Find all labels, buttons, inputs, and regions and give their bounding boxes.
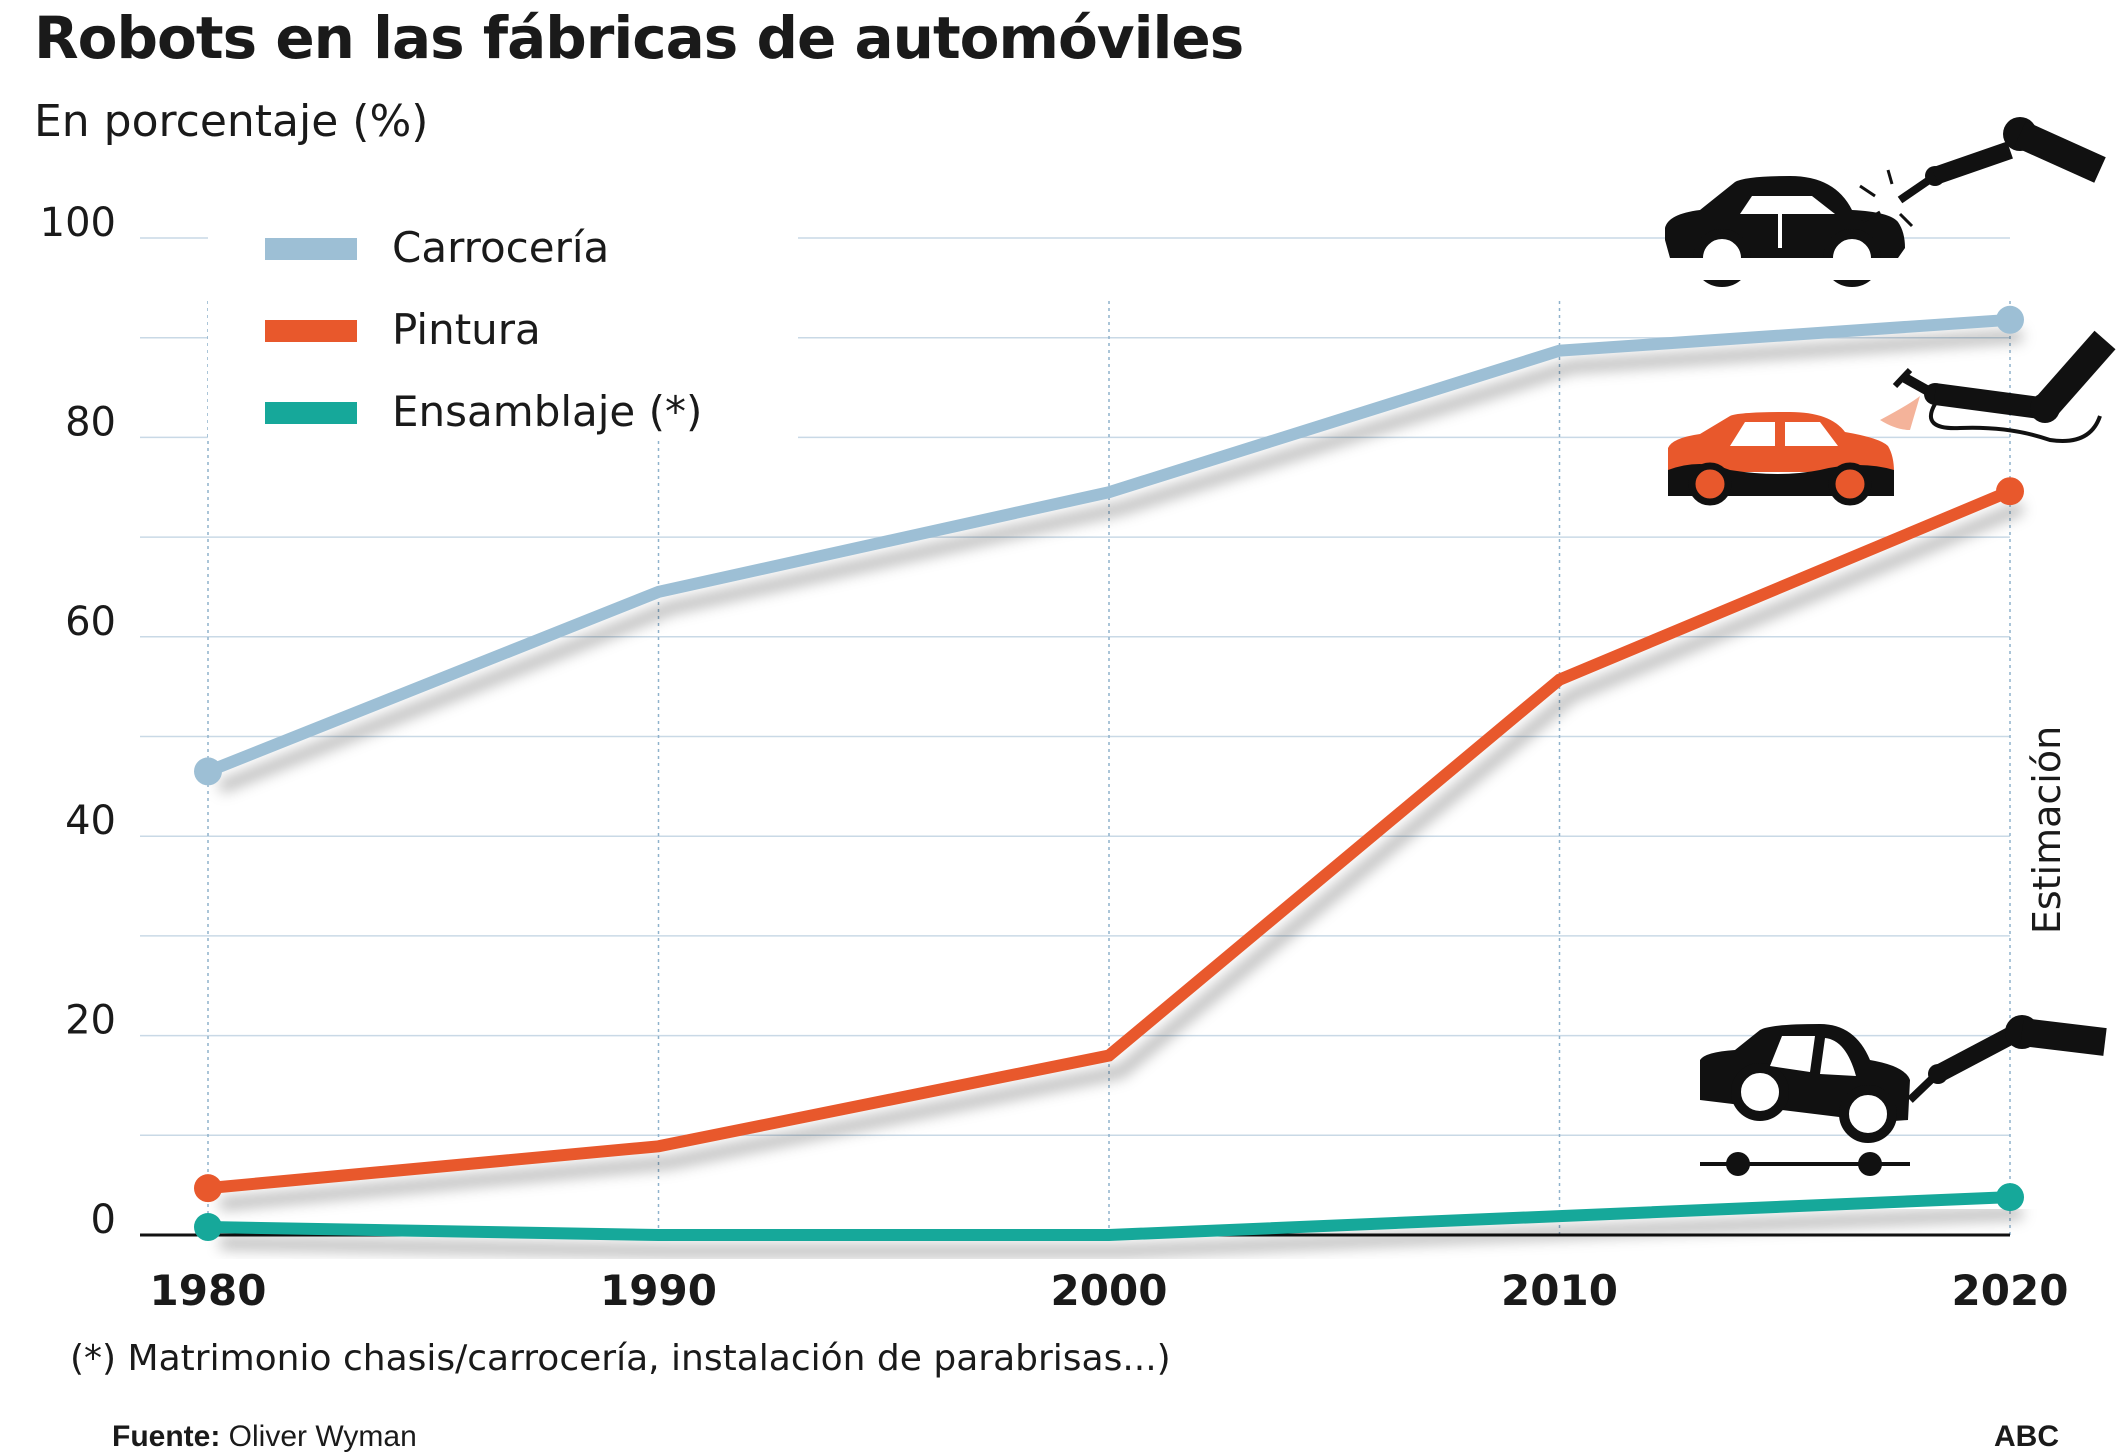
series-line-2 (207, 1191, 2011, 1241)
x-tick-label-1990: 1990 (600, 1266, 717, 1315)
y-tick-label-80: 80 (65, 399, 116, 445)
y-tick-label-100: 100 (40, 200, 116, 246)
series-1-endpoint-1980 (194, 1174, 222, 1203)
source-value: Oliver Wyman (228, 1420, 417, 1453)
series-2-endpoint-1980 (194, 1213, 222, 1242)
y-tick-label-20: 20 (65, 998, 116, 1044)
y-tick-label-60: 60 (65, 599, 116, 645)
legend-label-1: Pintura (392, 305, 541, 354)
y-tick-label-40: 40 (65, 798, 116, 844)
legend-swatch-1 (265, 320, 357, 342)
series-1-endpoint-2020 (1996, 477, 2024, 506)
legend-label-2: Ensamblaje (*) (392, 387, 702, 436)
x-tick-label-1980: 1980 (150, 1266, 267, 1315)
legend-swatch-0 (265, 238, 357, 260)
car-assembly-robot-icon (1700, 1015, 2107, 1176)
series-shadow-0 (217, 329, 2023, 793)
source-label: Fuente: (112, 1420, 221, 1453)
legend-swatch-2 (265, 402, 357, 424)
x-tick-label-2000: 2000 (1051, 1266, 1168, 1315)
series-shadow-1 (219, 501, 2025, 1211)
chart-subtitle: En porcentaje (%) (34, 96, 429, 147)
x-tick-label-2010: 2010 (1501, 1266, 1618, 1315)
series-line-0 (205, 313, 2011, 777)
series-shadow-2 (219, 1207, 2023, 1257)
y-tick-label-0: 0 (91, 1197, 116, 1243)
tick-labels: 0 20 40 60 80 100 1980 1990 2000 2010 2020 (40, 200, 2069, 1315)
x-tick-label-2020: 2020 (1952, 1266, 2069, 1315)
chart-title: Robots en las fábricas de automóviles (34, 4, 1244, 72)
brand-logo-text: ABC (1994, 1420, 2059, 1453)
car-painting-robot-icon (1668, 330, 2116, 506)
series-shadows (217, 329, 2025, 1257)
series-2-endpoint-2020 (1996, 1183, 2024, 1212)
estimate-label: Estimación (2025, 726, 2069, 934)
series-lines (194, 305, 2024, 1242)
series-0-endpoint-2020 (1996, 305, 2024, 334)
series-0-endpoint-1980 (194, 757, 222, 786)
car-welding-robot-icon (1665, 117, 2106, 287)
legend: Carrocería Pintura Ensamblaje (*) (265, 223, 702, 436)
legend-label-0: Carrocería (392, 223, 609, 272)
series-line-1 (207, 485, 2013, 1195)
source-credit: Fuente: Oliver Wyman (112, 1420, 417, 1454)
footnote: (*) Matrimonio chasis/carrocería, instal… (70, 1338, 1171, 1379)
